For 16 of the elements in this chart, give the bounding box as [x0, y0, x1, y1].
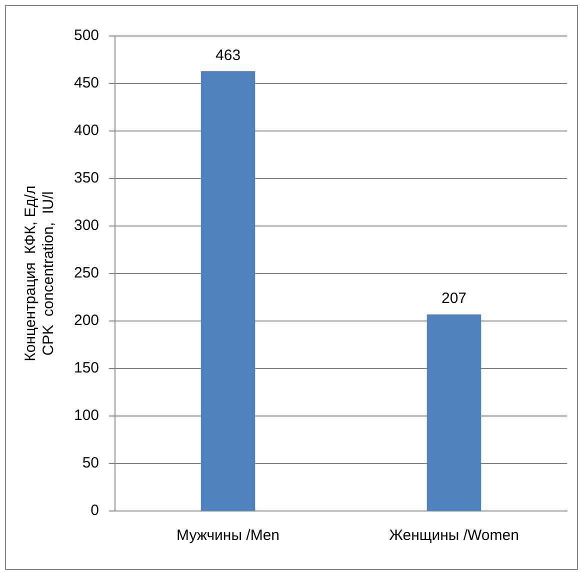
y-tick-label: 150	[74, 360, 100, 377]
x-tick-label: Женщины /Women	[389, 527, 519, 544]
y-tick-label: 200	[74, 312, 100, 330]
y-tick-label: 350	[74, 170, 100, 187]
y-tick-label: 400	[74, 122, 100, 140]
y-tick-label: 450	[74, 74, 100, 92]
y-tick-label: 0	[90, 502, 100, 520]
y-tick-label: 500	[74, 27, 100, 44]
y-tick-label: 250	[74, 264, 100, 282]
y-axis-title: Концентрация КФК, Ед/л CPK concentration, IU/l	[22, 186, 58, 362]
data-label: 207	[441, 290, 467, 307]
x-tick-label: Мужчины /Men	[176, 527, 280, 544]
y-tick-label: 50	[82, 454, 100, 472]
y-tick-label: 100	[74, 407, 100, 424]
y-tick-label: 300	[74, 217, 100, 234]
data-label: 463	[216, 46, 241, 64]
